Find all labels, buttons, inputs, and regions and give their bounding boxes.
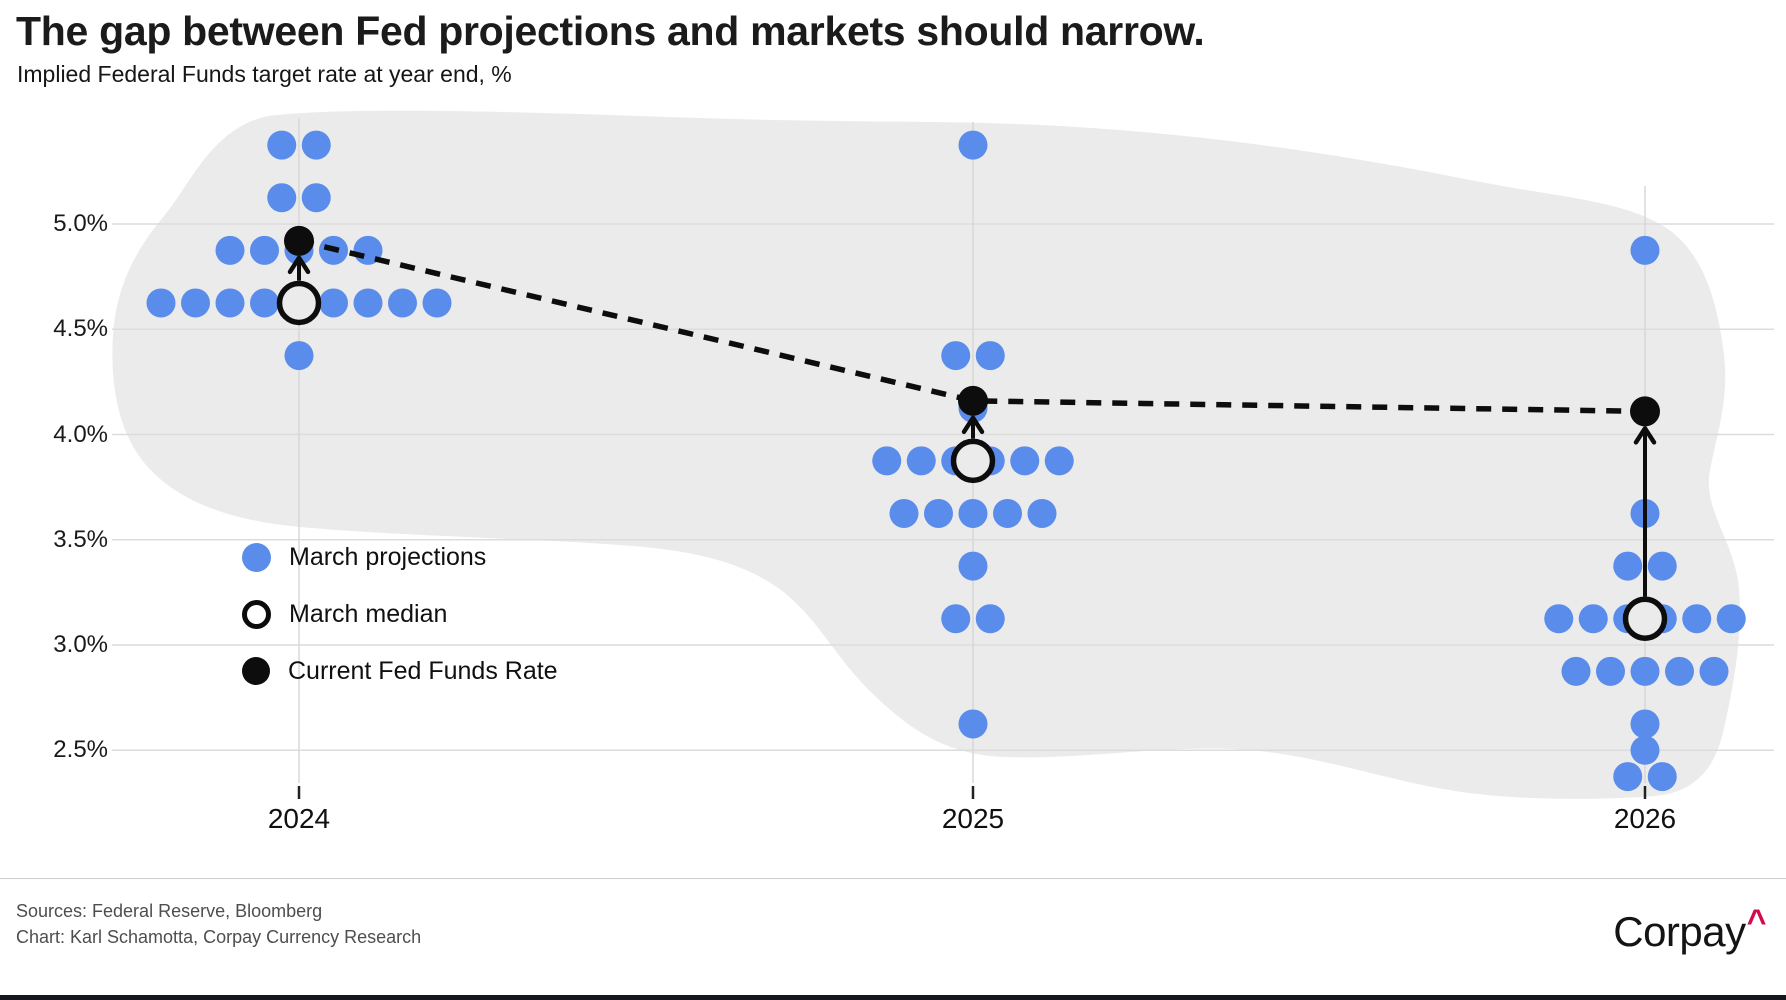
legend-item-label: March projections — [289, 542, 487, 571]
page-title: The gap between Fed projections and mark… — [16, 8, 1205, 54]
y-axis-label: 3.5% — [53, 525, 108, 553]
projection-dot — [975, 604, 1005, 634]
projection-dot — [181, 288, 210, 318]
x-axis-label: 2025 — [941, 803, 1005, 834]
projection-dot — [958, 709, 988, 739]
projection-dot — [1630, 235, 1660, 265]
projection-dot — [250, 288, 279, 318]
legend-item-label: Current Fed Funds Rate — [288, 656, 558, 685]
projection-dot — [1647, 762, 1677, 792]
projection-dot — [422, 288, 452, 318]
projection-dot — [1010, 446, 1040, 476]
projection-dot — [1613, 762, 1643, 792]
y-axis-label: 3.0% — [53, 631, 108, 658]
projection-dot — [1596, 656, 1625, 686]
projection-dot — [958, 130, 988, 160]
logo-text: Corpay — [1613, 908, 1746, 955]
y-axis-label: 5.0% — [53, 210, 108, 237]
projection-dot — [1682, 604, 1712, 634]
projection-dot — [267, 183, 297, 213]
projection-dot — [924, 498, 953, 528]
projection-dot — [1044, 446, 1074, 476]
y-axis-label: 2.5% — [53, 736, 108, 764]
y-axis-label: 4.0% — [53, 420, 108, 448]
median-arrow — [961, 415, 985, 439]
open-circle-icon — [242, 599, 271, 629]
projection-dot — [1578, 604, 1608, 634]
projection-dot — [906, 446, 936, 476]
march-median-circle — [1622, 596, 1668, 641]
chart-legend: March projections March median Current F… — [242, 535, 558, 693]
page-subtitle: Implied Federal Funds target rate at yea… — [17, 61, 512, 87]
projection-dot — [889, 498, 919, 528]
projection-dot — [319, 288, 348, 318]
blue-dot-icon — [242, 542, 271, 572]
credit-text: Chart: Karl Schamotta, Corpay Currency R… — [16, 927, 422, 947]
projection-dot — [1544, 604, 1574, 634]
march-median-circle — [950, 438, 996, 484]
current-rate-dot — [958, 385, 988, 416]
legend-item: Current Fed Funds Rate — [242, 649, 558, 693]
x-axis-label: 2026 — [1613, 803, 1677, 834]
corpay-logo: Corpay^ — [1613, 903, 1766, 956]
projection-dot — [941, 341, 971, 371]
projection-dot — [353, 288, 383, 318]
current-rate-dot — [284, 225, 314, 256]
x-axis-label: 2024 — [267, 803, 331, 834]
projection-dot — [250, 235, 279, 265]
projection-dot — [146, 288, 176, 318]
projection-dot — [1716, 604, 1746, 634]
projection-dot — [1630, 656, 1660, 686]
projection-dot — [975, 341, 1005, 371]
logo-caret-icon: ^ — [1746, 903, 1767, 941]
projection-dot — [872, 446, 902, 476]
y-axis-label: 4.5% — [53, 315, 108, 343]
projection-dot — [958, 498, 988, 528]
projection-dot — [1630, 709, 1660, 739]
current-rate-dot — [1630, 396, 1660, 427]
median-arrow — [287, 255, 311, 281]
projection-dot — [1613, 551, 1643, 581]
footer-separator — [0, 878, 1786, 879]
sources-text: Sources: Federal Reserve, Bloomberg — [16, 901, 323, 921]
projection-dot — [941, 604, 971, 634]
projection-dot — [1647, 551, 1677, 581]
projection-dot — [301, 130, 331, 160]
projection-dot — [215, 235, 245, 265]
projection-dot — [1665, 656, 1694, 686]
median-arrow — [1633, 426, 1657, 597]
march-median-circle — [276, 280, 322, 326]
projection-dot — [993, 498, 1022, 528]
bottom-bar — [0, 995, 1786, 1000]
legend-item: March median — [242, 592, 558, 636]
projection-dot — [215, 288, 245, 318]
projection-dot — [388, 288, 417, 318]
projection-dot — [267, 130, 297, 160]
projection-dot — [301, 183, 331, 213]
projection-dot — [1027, 498, 1057, 528]
projection-dot — [1630, 735, 1660, 765]
projection-dot — [1561, 656, 1591, 686]
legend-item: March projections — [242, 535, 558, 579]
legend-item-label: March median — [289, 599, 448, 628]
projection-dot — [1699, 656, 1729, 686]
black-dot-icon — [242, 657, 270, 685]
projection-dot — [284, 341, 314, 371]
projection-dot — [958, 551, 988, 581]
